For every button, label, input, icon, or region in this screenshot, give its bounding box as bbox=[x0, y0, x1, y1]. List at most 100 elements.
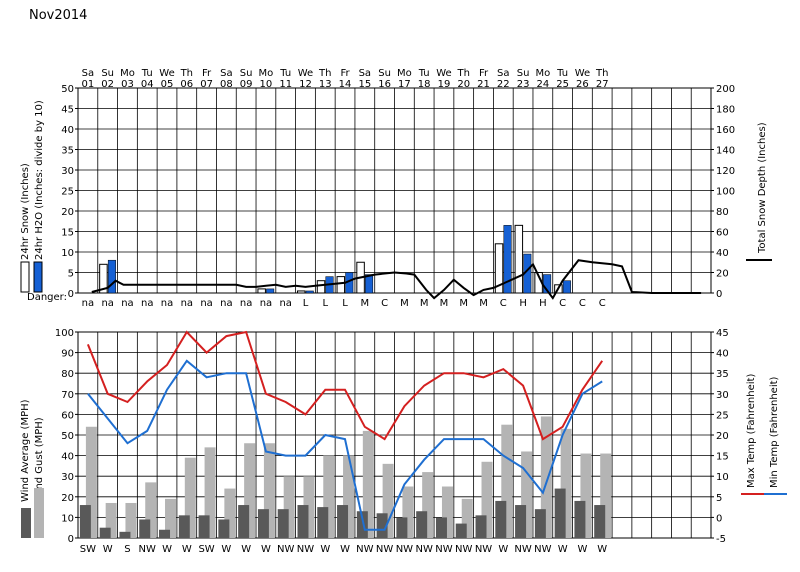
wind-gust-bar bbox=[105, 502, 117, 538]
y2-tick-label: 140 bbox=[716, 146, 735, 157]
y2-tick-label: 180 bbox=[716, 105, 735, 116]
day-label: Fr bbox=[479, 68, 489, 79]
danger-rating: C bbox=[599, 298, 606, 309]
wind-direction: NW bbox=[297, 544, 314, 555]
y-tick-label: 20 bbox=[61, 207, 74, 218]
day-label: We bbox=[298, 68, 313, 79]
wind-direction: NW bbox=[534, 544, 551, 555]
y2-tick-label: 0 bbox=[716, 513, 722, 524]
wind-average-bar bbox=[297, 505, 309, 538]
y2-tick-label: 200 bbox=[716, 84, 735, 95]
y-tick-label: 10 bbox=[61, 513, 74, 524]
day-label: Su bbox=[517, 68, 530, 79]
snow-bar bbox=[296, 290, 306, 294]
danger-rating: M bbox=[420, 298, 429, 309]
date-label: 12 bbox=[299, 79, 312, 90]
day-label: Tu bbox=[279, 68, 291, 79]
y-tick-label: 30 bbox=[61, 472, 74, 483]
day-label: Sa bbox=[497, 68, 509, 79]
snow-depth-line bbox=[91, 259, 702, 300]
y-tick-label: 60 bbox=[61, 410, 74, 421]
date-label: 22 bbox=[497, 79, 510, 90]
danger-rating: na bbox=[220, 298, 232, 309]
y2-tick-label: 120 bbox=[716, 166, 735, 177]
day-label: Mo bbox=[120, 68, 135, 79]
wind-gust-bar bbox=[540, 416, 552, 538]
date-label: 17 bbox=[398, 79, 411, 90]
wind-gust-bar bbox=[283, 476, 295, 538]
wind-direction: W bbox=[182, 544, 192, 555]
y2-tick-label: 40 bbox=[716, 248, 729, 259]
wind-average-bar bbox=[277, 509, 289, 538]
wind-direction: W bbox=[103, 544, 113, 555]
snow-bar bbox=[336, 276, 346, 294]
plot-frame bbox=[77, 331, 712, 539]
wind-average-bar bbox=[99, 527, 111, 538]
day-label: Mo bbox=[535, 68, 550, 79]
danger-label: Danger: bbox=[27, 292, 67, 303]
wind-gust-bar bbox=[501, 424, 513, 538]
date-label: 02 bbox=[101, 79, 114, 90]
wind-gust-bar bbox=[323, 455, 335, 538]
plot-frame bbox=[77, 87, 712, 294]
wind-gust-bar bbox=[165, 498, 177, 538]
wind-gust-bar bbox=[481, 461, 493, 538]
y-tick-label: 70 bbox=[61, 390, 74, 401]
date-label: 03 bbox=[121, 79, 134, 90]
wind-average-bar bbox=[317, 507, 329, 538]
danger-rating: M bbox=[459, 298, 468, 309]
wind-direction: NW bbox=[139, 544, 156, 555]
y2-tick-label: 0 bbox=[716, 289, 722, 300]
wind-average-bar bbox=[238, 505, 250, 538]
day-label: Sa bbox=[220, 68, 232, 79]
wind-gust-bar bbox=[441, 486, 453, 538]
h2o-bar bbox=[305, 290, 314, 294]
date-label: 26 bbox=[576, 79, 589, 90]
legend-swatch-snow bbox=[20, 261, 30, 293]
day-label: Su bbox=[101, 68, 114, 79]
date-label: 25 bbox=[556, 79, 569, 90]
y-tick-label: 5 bbox=[68, 269, 74, 280]
wind-direction: NW bbox=[415, 544, 432, 555]
y2-tick-label: 35 bbox=[716, 369, 729, 380]
y2-tick-label: 15 bbox=[716, 452, 729, 463]
date-label: 05 bbox=[161, 79, 174, 90]
wind-average-bar bbox=[416, 511, 428, 538]
y2-tick-label: 80 bbox=[716, 207, 729, 218]
wind-direction: NW bbox=[435, 544, 452, 555]
date-label: 20 bbox=[457, 79, 470, 90]
wind-average-bar bbox=[515, 505, 527, 538]
wind-gust-bar bbox=[600, 453, 612, 538]
y-tick-label: 90 bbox=[61, 349, 74, 360]
day-label: Su bbox=[378, 68, 391, 79]
day-label: Sa bbox=[82, 68, 94, 79]
y-tick-label: 10 bbox=[61, 248, 74, 259]
day-label: Th bbox=[180, 68, 193, 79]
wind-direction: SW bbox=[80, 544, 96, 555]
wind-direction: W bbox=[558, 544, 568, 555]
wind-average-bar bbox=[554, 488, 566, 538]
wind-gust-bar bbox=[244, 443, 256, 538]
wind-direction: W bbox=[498, 544, 508, 555]
y-tick-label: 20 bbox=[61, 493, 74, 504]
day-label: Tu bbox=[141, 68, 153, 79]
danger-rating: na bbox=[121, 298, 133, 309]
wind-average-bar bbox=[574, 500, 586, 538]
wind-direction: W bbox=[320, 544, 330, 555]
wind-gust-bar bbox=[224, 488, 236, 538]
y-tick-label: 50 bbox=[61, 84, 74, 95]
wind-gust-bar bbox=[145, 482, 157, 538]
wind-direction: W bbox=[340, 544, 350, 555]
h2o-bar bbox=[365, 274, 374, 294]
danger-rating: M bbox=[479, 298, 488, 309]
legend-swatch-wind-average bbox=[21, 508, 31, 538]
date-label: 08 bbox=[220, 79, 233, 90]
day-label: Tu bbox=[418, 68, 430, 79]
wind-gust-bar bbox=[402, 486, 414, 538]
date-label: 07 bbox=[200, 79, 213, 90]
wind-average-bar bbox=[79, 505, 91, 538]
y-tick-label: 100 bbox=[55, 328, 74, 339]
date-label: 13 bbox=[319, 79, 332, 90]
date-label: 15 bbox=[358, 79, 371, 90]
day-label: Th bbox=[595, 68, 608, 79]
